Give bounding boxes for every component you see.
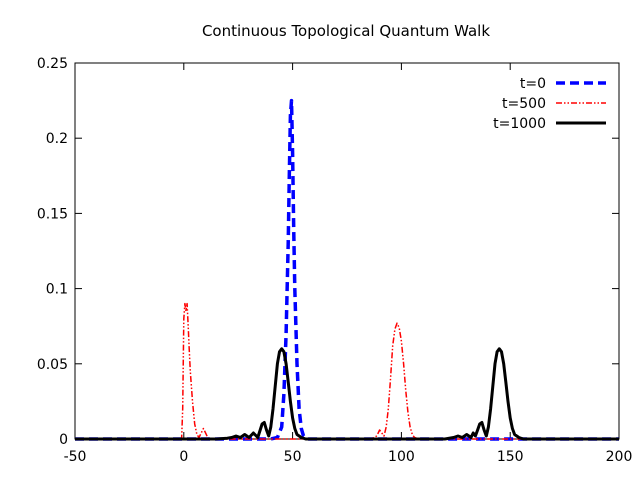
legend-label: t=500: [502, 96, 546, 112]
x-tick-label: 100: [388, 449, 415, 465]
series-line: [75, 347, 619, 441]
chart-title: Continuous Topological Quantum Walk: [202, 22, 490, 40]
legend-label: t=1000: [493, 116, 546, 132]
series-line: [75, 302, 619, 440]
x-tick-label: 150: [497, 449, 524, 465]
x-tick-label: -50: [64, 449, 87, 465]
x-tick-label: 50: [284, 449, 302, 465]
x-tick-label: 0: [179, 449, 188, 465]
legend-label: t=0: [520, 76, 546, 92]
y-tick-label: 0: [59, 432, 68, 448]
y-tick-label: 0.15: [37, 206, 68, 222]
legend: t=0 t=500 t=1000: [493, 76, 606, 132]
x-tick-label: 200: [606, 449, 633, 465]
y-tick-label: 0.25: [37, 56, 68, 72]
series-line: [75, 98, 619, 441]
y-tick-label: 0.1: [46, 282, 68, 298]
series-layer: [75, 98, 619, 441]
y-tick-label: 0.05: [37, 357, 68, 373]
y-tick-label: 0.2: [46, 131, 68, 147]
